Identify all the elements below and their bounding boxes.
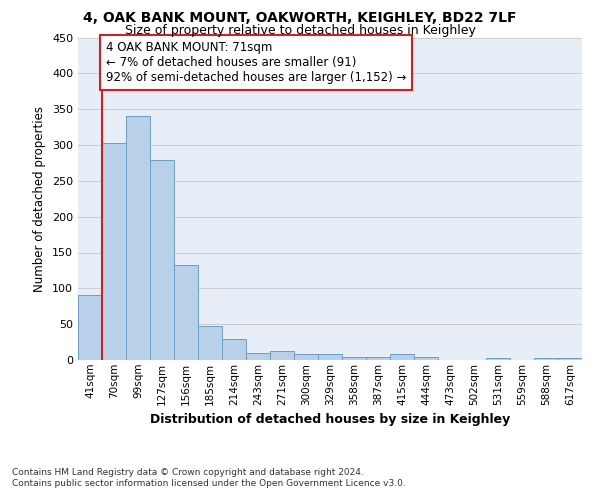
Bar bbox=[318, 354, 342, 360]
Bar bbox=[270, 350, 294, 360]
Bar bbox=[486, 358, 510, 360]
Text: Contains HM Land Registry data © Crown copyright and database right 2024.
Contai: Contains HM Land Registry data © Crown c… bbox=[12, 468, 406, 487]
Bar bbox=[342, 357, 366, 360]
Bar bbox=[246, 353, 270, 360]
Bar bbox=[198, 326, 222, 360]
Bar bbox=[558, 358, 582, 360]
Bar bbox=[366, 357, 390, 360]
Text: 4, OAK BANK MOUNT, OAKWORTH, KEIGHLEY, BD22 7LF: 4, OAK BANK MOUNT, OAKWORTH, KEIGHLEY, B… bbox=[83, 12, 517, 26]
Bar bbox=[126, 116, 150, 360]
Bar bbox=[222, 338, 246, 360]
Bar bbox=[150, 160, 174, 360]
Bar bbox=[78, 295, 102, 360]
Bar bbox=[390, 354, 414, 360]
Y-axis label: Number of detached properties: Number of detached properties bbox=[34, 106, 46, 292]
Text: Size of property relative to detached houses in Keighley: Size of property relative to detached ho… bbox=[125, 24, 475, 37]
Bar bbox=[534, 358, 558, 360]
Bar bbox=[414, 357, 438, 360]
Text: 4 OAK BANK MOUNT: 71sqm
← 7% of detached houses are smaller (91)
92% of semi-det: 4 OAK BANK MOUNT: 71sqm ← 7% of detached… bbox=[106, 41, 406, 84]
Bar bbox=[294, 354, 318, 360]
Bar bbox=[102, 143, 126, 360]
X-axis label: Distribution of detached houses by size in Keighley: Distribution of detached houses by size … bbox=[150, 413, 510, 426]
Bar bbox=[174, 264, 198, 360]
